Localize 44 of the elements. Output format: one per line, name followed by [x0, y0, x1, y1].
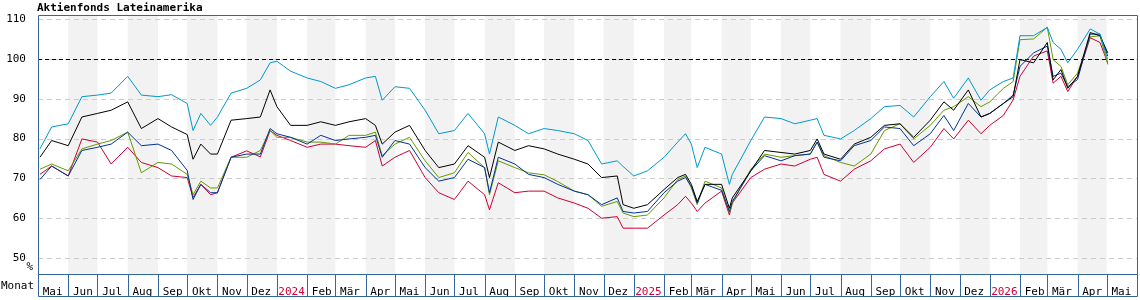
x-tick-label: Mär: [340, 285, 361, 299]
y-tick-label: 70: [12, 171, 26, 185]
x-tick-label: Sep: [519, 285, 540, 299]
x-tick-label: Apr: [370, 285, 391, 299]
chart-title: Aktienfonds Lateinamerika: [37, 1, 203, 14]
x-tick-label: Feb: [311, 285, 332, 299]
y-tick-label: 80: [12, 131, 26, 145]
x-tick-label: 2025: [635, 285, 662, 299]
y-tick-label: 60: [12, 211, 26, 225]
x-tick-label: Jul: [102, 285, 123, 299]
x-tick-label: Okt: [904, 285, 925, 299]
x-axis-title: Monat: [1, 279, 35, 292]
x-tick-label: Jun: [72, 285, 93, 299]
x-tick-label: Mär: [696, 285, 717, 299]
x-tick-label: Nov: [934, 285, 956, 299]
x-tick-label: Dez: [964, 285, 985, 299]
x-tick-label: Jun: [429, 285, 450, 299]
x-tick-label: Sep: [162, 285, 183, 299]
x-tick-label: Jul: [815, 285, 835, 299]
x-tick-label: Dez: [251, 285, 272, 299]
x-tick-label: Mai: [42, 285, 63, 299]
x-tick-label: Sep: [875, 285, 896, 299]
y-tick-label: 110: [6, 11, 26, 25]
x-tick-label: Nov: [579, 285, 600, 299]
y-tick-label: 50: [12, 250, 26, 264]
x-tick-label: Mai: [1111, 285, 1132, 299]
x-tick-label: 2024: [278, 285, 306, 299]
x-tick-label: Apr: [726, 285, 747, 299]
y-tick-label: 100: [6, 51, 26, 65]
x-tick-label: Feb: [668, 285, 689, 299]
x-tick-label: Apr: [1082, 285, 1103, 299]
x-tick-label: Mär: [1051, 285, 1073, 299]
x-tick-label: Mai: [755, 285, 776, 299]
x-tick-label: Jul: [459, 285, 479, 299]
y-tick-label: 90: [12, 91, 26, 105]
x-tick-label: Dez: [608, 285, 629, 299]
y-axis-title: %: [26, 260, 34, 273]
x-tick-label: Nov: [222, 285, 243, 299]
x-tick-label: Mai: [399, 285, 420, 299]
x-tick-label: Jun: [785, 285, 806, 299]
x-tick-label: 2026: [991, 285, 1018, 299]
x-tick-label: Okt: [548, 285, 569, 299]
x-tick-label: Okt: [191, 285, 212, 299]
x-tick-label: Feb: [1024, 285, 1045, 299]
